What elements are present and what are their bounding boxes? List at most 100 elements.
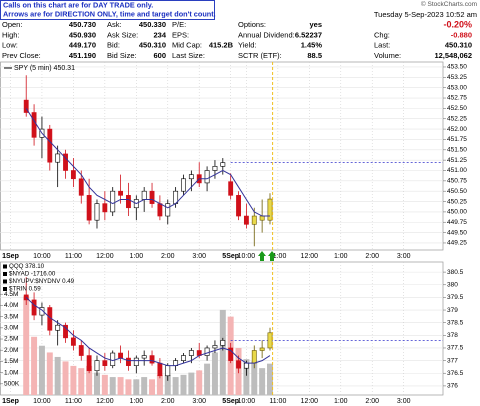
candle-body (94, 360, 100, 372)
candle-body (31, 299, 37, 316)
legend-swatch (3, 287, 7, 291)
candle-body (23, 99, 29, 113)
quote-label: Ask Size: (107, 30, 138, 39)
quote-label: Bid Size: (107, 51, 137, 60)
quote-label: Mid Cap: (172, 41, 202, 50)
legend-swatch (3, 264, 7, 269)
x-tick-label: 11:00 (269, 253, 286, 260)
x-tick-label: 11:00 (269, 398, 286, 405)
volume-bar (38, 345, 45, 395)
legend-text: QQQ 378.10 (9, 263, 45, 270)
volume-bar (70, 365, 77, 395)
candle-body (188, 350, 194, 356)
y-tick-label: 380.5 (447, 269, 464, 276)
quote-label: Annual Dividend: (238, 30, 295, 39)
x-tick-label: 2:00 (365, 253, 379, 260)
candle-body (63, 153, 68, 171)
quote-value: 88.5 (307, 51, 322, 60)
y-tick-label: 452.25 (447, 115, 467, 122)
x-tick-label: 5Sep (222, 253, 239, 260)
candle-body (228, 347, 234, 361)
candle-body (78, 178, 84, 196)
candle-body (78, 345, 84, 356)
y-tick-label: 452.00 (447, 126, 467, 133)
candle-body (267, 332, 273, 349)
y-tick-label: 450.50 (447, 188, 467, 195)
candle-body (70, 170, 76, 180)
candle-body (39, 307, 45, 316)
candle-body (251, 350, 257, 364)
y-tick-label: 451.75 (447, 136, 467, 143)
x-tick-label: 2:00 (365, 398, 379, 405)
candle-body (212, 166, 218, 171)
quote-value: 415.2B (209, 41, 234, 50)
date: Tuesday 5-Sep-2023 10:52 am (374, 10, 477, 19)
y2-tick-label: 1.0M (4, 369, 18, 376)
quote-value: 450.310 (445, 41, 472, 50)
quote-value: 6.52237 (295, 30, 322, 39)
quote-value: 451.190 (69, 51, 96, 60)
y-tick-label: 377 (447, 357, 458, 364)
volume-bar (46, 352, 53, 395)
x-tick-label: 1Sep (2, 398, 19, 405)
quote-value: 449.170 (69, 41, 96, 50)
volume-bar (259, 368, 266, 395)
quote-label: P/E: (172, 20, 186, 29)
candle-body (181, 355, 186, 361)
quote-label: Bid: (107, 41, 120, 50)
candle-body (267, 198, 273, 221)
quote-label: Yield: (238, 41, 256, 50)
candle-body (149, 190, 155, 204)
moving-average (25, 108, 270, 217)
candle-body (212, 345, 218, 349)
y-tick-label: 450.25 (447, 198, 467, 205)
y2-tick-label: 2.5M (4, 336, 18, 343)
volume-bar (23, 296, 30, 395)
x-tick-label: 3:00 (192, 398, 206, 405)
y-tick-label: 380 (447, 281, 458, 288)
y-tick-label: 449.50 (447, 229, 467, 236)
volume-bar (211, 352, 218, 395)
candle-body (102, 360, 108, 366)
x-tick-label: 10:00 (238, 253, 256, 260)
candle-body (141, 190, 147, 200)
volume-bar (93, 372, 100, 395)
volume-bar (109, 377, 116, 395)
volume-bar (78, 368, 85, 395)
quote-value: 450.930 (69, 30, 96, 39)
notice-text: Arrows are for DIRECTION ONLY, time and … (3, 9, 216, 18)
x-tick-label: 11:00 (65, 253, 82, 260)
moving-average (25, 297, 271, 367)
candle-body (126, 195, 131, 209)
quote-label: EPS: (172, 30, 189, 39)
candle-body (243, 215, 249, 225)
quote-value: 12,548,062 (434, 51, 472, 60)
y-tick-label: 376 (447, 383, 458, 390)
y-tick-label: 450.00 (447, 209, 467, 216)
candle-body (157, 203, 163, 217)
y-tick-label: 379.5 (447, 294, 464, 301)
candle-body (181, 178, 186, 192)
y-tick-label: 376.5 (447, 370, 464, 377)
x-tick-label: 10:00 (33, 253, 51, 260)
x-tick-label: 2:00 (161, 398, 175, 405)
quote-value: 450.730 (69, 20, 96, 29)
volume-bar (164, 374, 171, 395)
candle-body (204, 170, 210, 184)
legend-text: $TRIN 0.59 (9, 286, 41, 293)
candle-body (118, 190, 124, 196)
quote-label: Prev Close: (2, 51, 41, 60)
quote-label: Options: (238, 20, 266, 29)
notice-box (0, 0, 215, 20)
x-tick-label: 3:00 (397, 253, 411, 260)
candle-body (86, 195, 92, 221)
candle-body (126, 357, 131, 366)
candle-body (188, 174, 194, 180)
quote-value: yes (309, 20, 322, 29)
up-arrow (258, 251, 266, 261)
candle-body (110, 352, 116, 366)
x-tick-label: 12:00 (96, 253, 114, 260)
candle-body (251, 215, 257, 225)
